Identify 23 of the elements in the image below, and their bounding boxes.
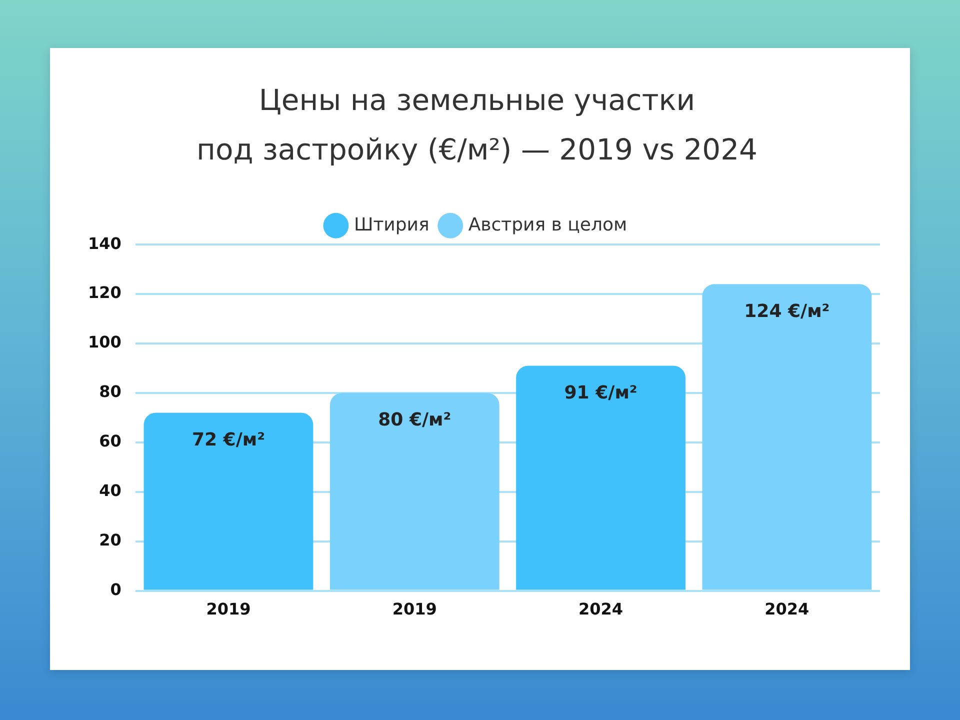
bar	[702, 284, 872, 590]
data-label: 124 €/м²	[744, 300, 830, 322]
y-tick-label: 80	[99, 382, 122, 402]
y-tick-label: 20	[99, 530, 122, 550]
y-tick-label: 120	[88, 283, 122, 302]
x-tick-label: 2024	[764, 600, 810, 619]
x-tick-label: 2019	[206, 600, 251, 619]
data-label: 80 €/м²	[378, 410, 452, 431]
bar	[516, 366, 686, 590]
chart-title: Цены на земельные участки под застройку (€/м²) — 2019 vs 2024	[196, 83, 758, 166]
data-label: 91 €/м²	[564, 382, 638, 404]
y-tick-label: 100	[88, 332, 122, 352]
x-tick-label: 2024	[578, 600, 624, 619]
x-tick-label: 2019	[392, 600, 437, 619]
y-tick-label: 0	[110, 580, 122, 599]
legend-label: Австрия в целом	[468, 214, 628, 236]
y-tick-label: 40	[99, 481, 122, 500]
data-label: 72 €/м²	[192, 429, 265, 450]
y-tick-label: 60	[99, 432, 122, 451]
bar	[144, 412, 314, 590]
bar	[330, 392, 500, 590]
legend-label: Штирия	[354, 214, 430, 236]
y-tick-label: 140	[88, 234, 122, 253]
